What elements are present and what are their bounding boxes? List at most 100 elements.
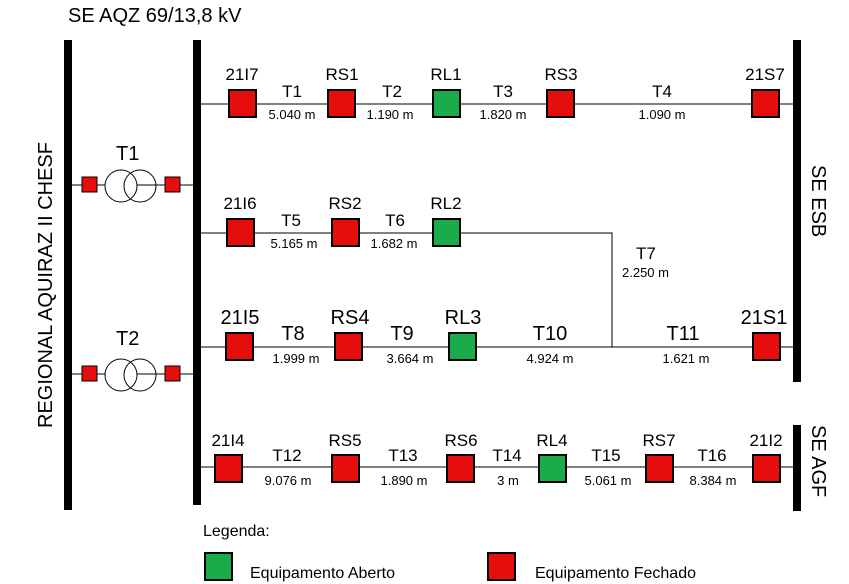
legend-open-swatch [204,552,233,581]
agf-label: SE AGF [807,425,829,497]
switch-rs2[interactable] [331,218,360,247]
segment-length: 3.664 m [387,351,434,366]
device-label: RL2 [430,194,461,213]
segment-length: 1.621 m [663,351,710,366]
segment-label: T13 [388,446,417,465]
switch-rs6[interactable] [446,454,475,483]
switch-21i6[interactable] [226,218,255,247]
segment-label: T14 [492,446,521,465]
device-label: RS3 [544,65,577,84]
segment-label: T10 [533,323,567,345]
switch-rs7[interactable] [645,454,674,483]
switch-rs3[interactable] [546,89,575,118]
switch-rl1[interactable] [432,89,461,118]
segment-label: T3 [493,82,513,101]
segment-label: T16 [697,446,726,465]
segment-label: T8 [281,323,304,345]
segment-label: T12 [272,446,301,465]
segment-label: T11 [667,323,700,345]
segment-length: 5.040 m [269,107,316,122]
t2-winding-secondary [123,358,157,392]
segment-length: 1.890 m [381,473,428,488]
segment-label: T9 [390,323,413,345]
t2-label: T2 [116,328,139,350]
agf-busbar [793,425,801,511]
device-label: RS4 [331,307,370,329]
legend: Legenda: Equipamento Aberto Equipamento … [203,523,696,582]
switch-21i4[interactable] [214,454,243,483]
segment-length: 8.384 m [690,473,737,488]
segment-length: 1.190 m [367,107,414,122]
t1-winding-secondary [123,169,157,203]
transformer-t1: T1 [72,143,193,203]
t2-winding-primary [104,358,138,392]
device-label: 21I7 [225,65,258,84]
switch-21s1[interactable] [752,332,781,361]
transformer-t2: T2 [72,328,193,392]
main-busbar [193,40,201,505]
device-label: RS5 [328,431,361,450]
switch-21s7[interactable] [751,89,780,118]
switch-rs1[interactable] [327,89,356,118]
device-label: RS1 [325,65,358,84]
segment-label: T15 [591,446,620,465]
device-label: RL3 [445,307,482,329]
segment-label: T5 [281,211,301,230]
switch-21i5[interactable] [225,332,254,361]
device-label: 21S7 [745,65,785,84]
segment-length: 3 m [497,473,519,488]
t1-label: T1 [116,143,139,165]
segment-length: 1.999 m [273,351,320,366]
esb-label: SE ESB [807,165,829,237]
switch-rl4[interactable] [538,454,567,483]
switch-rl2[interactable] [432,218,461,247]
feeder-2: 21I6 RS2 RL2 T5 T6 5.165 m 1.682 m [223,194,461,251]
switch-21i2[interactable] [752,454,781,483]
device-label: RS7 [642,431,675,450]
t1-secondary-breaker [164,176,181,193]
feeder-1: 21I7 RS1 RL1 RS3 21S7 T1 T2 T3 T4 5.040 … [225,65,784,122]
segment-label: T6 [385,211,405,230]
t1-primary-breaker [81,176,98,193]
legend-closed-label: Equipamento Fechado [535,565,696,582]
switch-21i7[interactable] [228,89,257,118]
segment-length: 9.076 m [265,473,312,488]
tie-t7: T7 2.250 m [622,244,669,280]
device-label: RL1 [430,65,461,84]
device-label: 21I4 [211,431,244,450]
segment-length: 1.820 m [480,107,527,122]
switch-rs4[interactable] [334,332,363,361]
segment-length: 5.165 m [271,236,318,251]
diagram-title: SE AQZ 69/13,8 kV [68,5,242,27]
device-label: 21I5 [221,307,260,329]
segment-length: 2.250 m [622,265,669,280]
legend-open-label: Equipamento Aberto [250,565,395,582]
device-label: 21S1 [741,307,788,329]
switch-rs5[interactable] [331,454,360,483]
segment-length: 1.090 m [639,107,686,122]
switch-rl3[interactable] [448,332,477,361]
esb-busbar [793,40,801,382]
device-label: RL4 [536,431,567,450]
device-label: RS6 [444,431,477,450]
t2-primary-breaker [81,365,98,382]
device-label: 21I6 [223,194,256,213]
feeder-3: 21I5 RS4 RL3 21S1 T8 T9 T10 T11 1.999 m … [221,307,788,366]
segment-label: T4 [652,82,672,101]
segment-length: 5.061 m [585,473,632,488]
chesf-busbar [64,40,72,510]
device-label: 21I2 [749,431,782,450]
legend-closed-swatch [487,552,516,581]
t1-winding-primary [104,169,138,203]
segment-label: T1 [282,82,302,101]
feeder-4: 21I4 RS5 RS6 RL4 RS7 21I2 T12 T13 T14 T1… [211,431,782,488]
device-label: RS2 [328,194,361,213]
left-bus-label: REGIONAL AQUIRAZ II CHESF [35,142,57,428]
legend-title: Legenda: [203,523,270,540]
segment-label: T7 [636,244,656,263]
segment-length: 4.924 m [527,351,574,366]
segment-label: T2 [382,82,402,101]
t2-secondary-breaker [164,365,181,382]
